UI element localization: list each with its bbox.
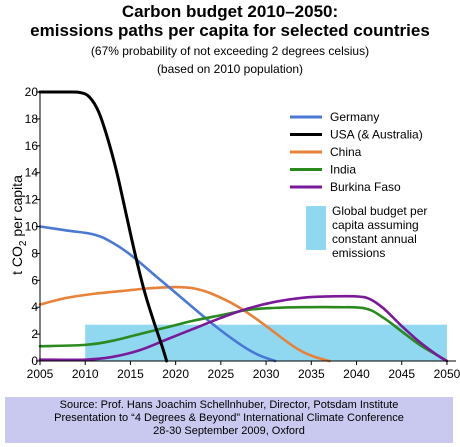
legend-label-budget-line: constant annual xyxy=(332,232,417,246)
footer-line-1: Source: Prof. Hans Joachim Schellnhuber,… xyxy=(59,399,399,411)
y-tick-label: 6 xyxy=(31,273,38,287)
legend-swatch-budget xyxy=(306,206,326,250)
y-tick-label: 16 xyxy=(25,139,39,153)
y-tick-label: 14 xyxy=(25,166,39,180)
series-line-germany xyxy=(38,225,277,363)
y-tick-label: 2 xyxy=(31,327,38,341)
series-line-usa xyxy=(38,90,169,363)
global-budget-band xyxy=(85,324,447,361)
legend-label-budget-line: emissions xyxy=(332,246,385,260)
legend-label-budget-line: capita assuming xyxy=(332,218,419,232)
emissions-chart: 0 2 4 6 8 10 12 14 16 18 20 2005 2010 2015 2020 2025 203… xyxy=(9,85,460,381)
legend-label-usa: USA (& Australia) xyxy=(330,128,423,142)
x-tick-label: 2045 xyxy=(388,367,415,381)
y-tick-label: 4 xyxy=(31,300,38,314)
legend-label-budget-line: Global budget per xyxy=(332,204,427,218)
y-tick-label: 8 xyxy=(31,246,38,260)
x-tick-label: 2010 xyxy=(72,367,99,381)
chart-note-population: (based on 2010 population) xyxy=(156,62,304,76)
footer-line-2: Presentation to “4 Degrees & Beyond” Int… xyxy=(54,412,404,424)
source-footer: Source: Prof. Hans Joachim Schellnhuber,… xyxy=(5,397,453,443)
legend-label-china: China xyxy=(330,145,362,159)
y-tick-label: 0 xyxy=(31,354,38,368)
y-tick-label: 18 xyxy=(25,112,39,126)
y-axis-label: t CO2 per capita xyxy=(9,175,29,275)
legend-label-india: India xyxy=(330,163,356,177)
y-tick-label: 20 xyxy=(25,85,39,99)
series-line-burkina xyxy=(38,294,449,363)
y-tick-label: 10 xyxy=(25,220,39,234)
x-tick-label: 2030 xyxy=(253,367,280,381)
series-line-india xyxy=(38,305,449,363)
legend-label-germany: Germany xyxy=(330,110,379,124)
x-tick-label: 2035 xyxy=(298,367,325,381)
x-tick-label: 2025 xyxy=(208,367,235,381)
legend-label-burkina: Burkina Faso xyxy=(330,180,401,194)
chart-subtitle: emissions paths per capita for selected … xyxy=(30,21,430,40)
chart-title: Carbon budget 2010–2050: xyxy=(121,2,339,21)
x-tick-label: 2015 xyxy=(117,367,144,381)
x-tick-label: 2020 xyxy=(162,367,189,381)
x-tick-label: 2005 xyxy=(27,367,54,381)
series-line-china xyxy=(38,285,331,363)
footer-line-3: 28-30 September 2009, Oxford xyxy=(153,425,305,437)
y-tick-label: 12 xyxy=(25,193,39,207)
x-tick-label: 2040 xyxy=(343,367,370,381)
x-tick-label: 2050 xyxy=(434,367,460,381)
chart-note-probability: (67% probability of not exceeding 2 degr… xyxy=(90,44,370,58)
